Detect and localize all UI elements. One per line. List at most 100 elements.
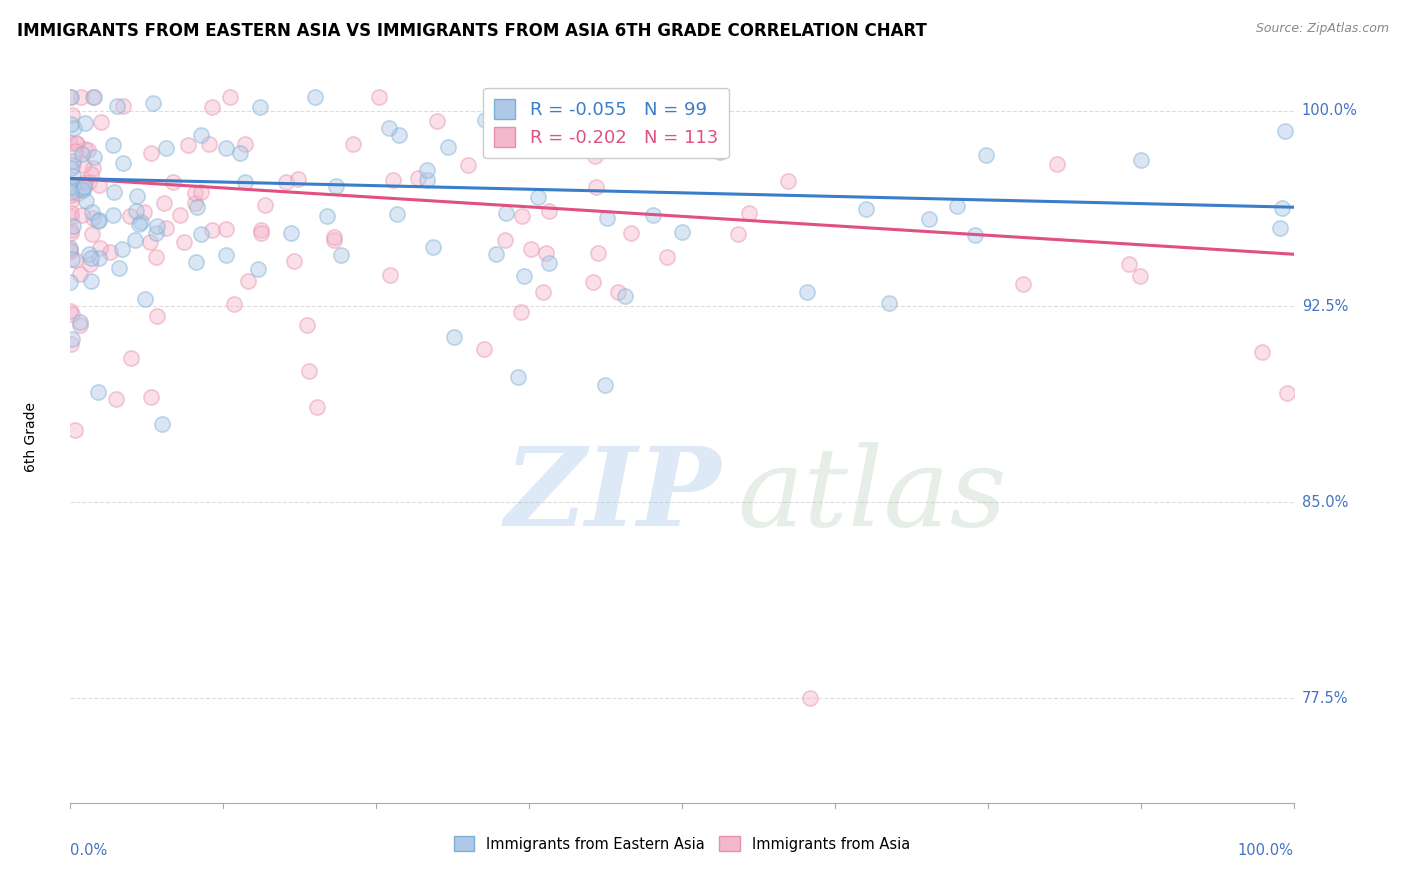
Point xyxy=(236,274,259,288)
Point xyxy=(77,174,100,188)
Point xyxy=(323,233,346,247)
Point xyxy=(60,332,83,346)
Point xyxy=(128,217,150,231)
Text: atlas: atlas xyxy=(737,442,1007,549)
Point xyxy=(69,90,91,104)
Point xyxy=(287,172,309,186)
Point xyxy=(89,241,111,255)
Point xyxy=(75,194,97,208)
Point xyxy=(108,261,131,276)
Point xyxy=(82,90,104,104)
Point xyxy=(1128,268,1150,283)
Point xyxy=(709,145,731,160)
Point xyxy=(67,186,90,200)
Point xyxy=(59,243,82,257)
Text: 77.5%: 77.5% xyxy=(1302,690,1348,706)
Point xyxy=(146,219,169,233)
Point xyxy=(169,208,191,222)
Point xyxy=(62,169,84,184)
Point xyxy=(215,248,238,262)
Point xyxy=(1046,157,1069,171)
Point xyxy=(142,96,165,111)
Point xyxy=(145,226,167,240)
Point xyxy=(59,136,82,151)
Point xyxy=(87,251,110,265)
Text: 100.0%: 100.0% xyxy=(1302,103,1358,118)
Point xyxy=(155,220,177,235)
Point xyxy=(83,90,105,104)
Point xyxy=(222,297,245,311)
Point xyxy=(80,251,103,265)
Point xyxy=(253,197,276,211)
Point xyxy=(416,162,439,177)
Text: 92.5%: 92.5% xyxy=(1302,299,1348,314)
Point xyxy=(186,255,208,269)
Point xyxy=(139,145,162,160)
Point xyxy=(101,208,124,222)
Point xyxy=(155,141,177,155)
Point xyxy=(426,113,449,128)
Point xyxy=(215,222,238,236)
Point xyxy=(613,128,636,142)
Point xyxy=(585,180,607,194)
Point xyxy=(72,158,94,172)
Point xyxy=(186,200,208,214)
Point xyxy=(190,128,212,142)
Point xyxy=(295,318,318,332)
Text: IMMIGRANTS FROM EASTERN ASIA VS IMMIGRANTS FROM ASIA 6TH GRADE CORRELATION CHART: IMMIGRANTS FROM EASTERN ASIA VS IMMIGRAN… xyxy=(17,22,927,40)
Point xyxy=(495,206,517,220)
Point xyxy=(606,285,628,300)
Point xyxy=(82,211,104,225)
Point xyxy=(614,289,637,303)
Point xyxy=(63,145,86,159)
Point xyxy=(512,269,534,284)
Point xyxy=(59,275,82,289)
Point xyxy=(59,116,82,130)
Point xyxy=(1012,277,1035,292)
Point xyxy=(510,305,533,319)
Point xyxy=(250,222,273,236)
Point xyxy=(120,351,142,365)
Point xyxy=(127,189,149,203)
Point xyxy=(671,225,693,239)
Point xyxy=(190,227,212,241)
Legend: Immigrants from Eastern Asia, Immigrants from Asia: Immigrants from Eastern Asia, Immigrants… xyxy=(449,830,915,858)
Point xyxy=(298,364,321,378)
Point xyxy=(59,181,82,195)
Point xyxy=(177,138,200,153)
Point xyxy=(80,205,103,219)
Point xyxy=(79,247,101,261)
Point xyxy=(73,179,96,194)
Point xyxy=(70,147,93,161)
Point xyxy=(443,329,465,343)
Point xyxy=(1274,124,1296,138)
Point xyxy=(1275,385,1298,400)
Point xyxy=(643,208,665,222)
Point xyxy=(59,241,82,255)
Point xyxy=(60,161,83,176)
Point xyxy=(381,173,404,187)
Point xyxy=(201,100,224,114)
Text: 85.0%: 85.0% xyxy=(1302,495,1348,510)
Point xyxy=(342,136,364,151)
Point xyxy=(416,173,439,187)
Point xyxy=(120,209,142,223)
Point xyxy=(406,170,429,185)
Point xyxy=(593,378,616,392)
Point xyxy=(595,211,617,225)
Point xyxy=(105,392,128,406)
Point xyxy=(190,185,212,199)
Point xyxy=(322,229,344,244)
Point xyxy=(59,188,82,202)
Point xyxy=(1251,344,1274,359)
Point xyxy=(1268,220,1291,235)
Point xyxy=(63,423,86,437)
Point xyxy=(107,99,129,113)
Point xyxy=(62,158,84,172)
Point xyxy=(141,390,163,404)
Point xyxy=(527,190,550,204)
Point xyxy=(219,90,242,104)
Point xyxy=(162,175,184,189)
Point xyxy=(568,119,591,133)
Point xyxy=(60,337,83,351)
